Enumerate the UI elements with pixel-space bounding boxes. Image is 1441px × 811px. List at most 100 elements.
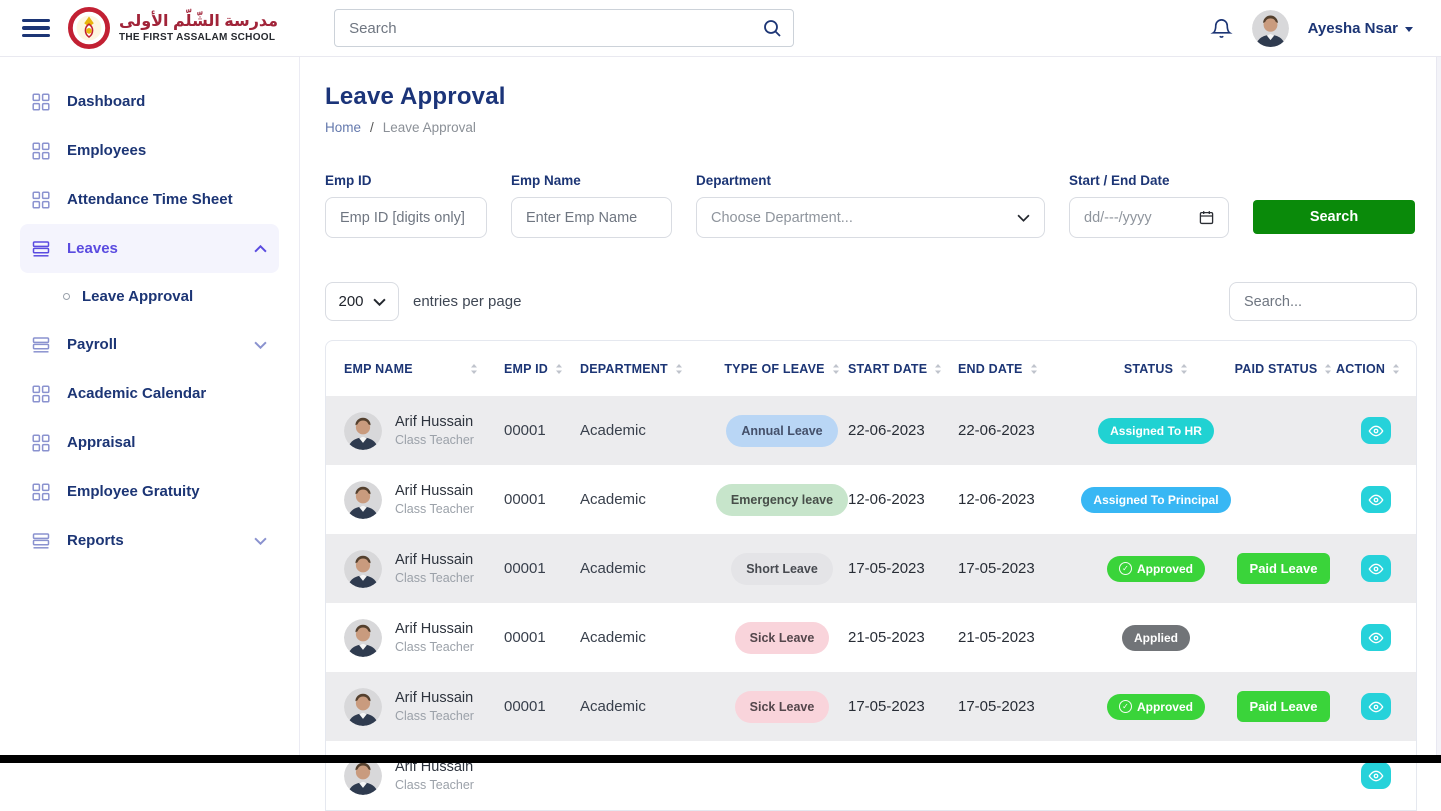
user-menu[interactable]: Ayesha Nsar [1308,20,1413,37]
view-button[interactable] [1361,417,1391,444]
employee-avatar [344,550,382,588]
status-label: Assigned To HR [1110,424,1202,438]
breadcrumb-separator: / [370,120,374,135]
view-button[interactable] [1361,555,1391,582]
entries-per-page-select[interactable]: 200 [325,282,399,321]
col-paid-status: PAID STATUS [1231,362,1336,376]
view-button[interactable] [1361,486,1391,513]
status-cell: ✓ Assigned To Principal [1081,487,1231,513]
sort-icon[interactable] [1324,363,1332,375]
paid-status-badge: Paid Leave [1237,691,1331,722]
grid-icon [32,483,50,501]
emp-id-cell: 00001 [504,698,580,715]
sort-icon[interactable] [1392,363,1400,375]
sidebar-item-label: Employee Gratuity [67,483,200,500]
sort-icon[interactable] [675,363,683,375]
employee-role: Class Teacher [395,571,474,585]
sidebar-item-label: Reports [67,532,124,549]
breadcrumb-home-link[interactable]: Home [325,120,361,135]
sidebar-item-employee-gratuity[interactable]: Employee Gratuity [20,467,279,516]
date-input[interactable]: dd/---/yyyy [1069,197,1229,238]
emp-id-cell: 00001 [504,560,580,577]
table-body: Arif Hussain Class Teacher 00001 Academi… [326,396,1416,810]
sort-icon[interactable] [934,363,942,375]
sidebar-item-attendance-time-sheet[interactable]: Attendance Time Sheet [20,175,279,224]
sort-icon[interactable] [1180,363,1188,375]
sidebar-item-dashboard[interactable]: Dashboard [20,77,279,126]
main-content: Leave Approval Home / Leave Approval Emp… [300,57,1441,763]
employee-role: Class Teacher [395,709,474,723]
leave-type-cell: Annual Leave [716,415,848,447]
view-button[interactable] [1361,762,1391,789]
action-cell [1336,417,1416,444]
school-name-english: THE FIRST ASSALAM SCHOOL [119,32,278,44]
department-cell: Academic [580,560,716,577]
global-search-input[interactable] [334,9,794,47]
sidebar-item-leave-approval[interactable]: Leave Approval [0,273,299,320]
table-search-input[interactable] [1229,282,1417,321]
scrollbar-track[interactable] [1436,57,1441,755]
emp-name-label: Emp Name [511,173,672,188]
sidebar-item-leaves[interactable]: Leaves [20,224,279,273]
search-icon[interactable] [762,18,782,38]
view-button[interactable] [1361,624,1391,651]
employee-name: Arif Hussain [395,483,474,499]
action-cell [1336,762,1416,789]
eye-icon [1368,699,1384,715]
status-badge: ✓ Approved [1107,694,1205,720]
grid-icon [32,93,50,111]
date-input-value: dd/---/yyyy [1084,210,1152,226]
employee-cell: Arif Hussain Class Teacher [344,481,504,519]
search-button[interactable]: Search [1253,200,1415,234]
chevron-down-icon [254,537,267,545]
school-logo[interactable]: مدرسة الشّلّم الأولى THE FIRST ASSALAM S… [68,7,278,49]
department-select-value: Choose Department... [711,210,853,226]
sort-icon[interactable] [832,363,840,375]
status-badge: ✓ Approved [1107,556,1205,582]
bottom-black-bar [0,755,1441,763]
breadcrumb-current: Leave Approval [383,120,476,135]
sidebar: Dashboard Employees Attendance Time Shee… [0,57,300,763]
employee-cell: Arif Hussain Class Teacher [344,412,504,450]
bell-icon[interactable] [1210,17,1233,40]
sort-icon[interactable] [470,363,478,375]
col-emp-name: EMP NAME [344,362,504,376]
status-label: Assigned To Principal [1093,493,1218,507]
hamburger-menu-icon[interactable] [22,19,50,38]
chevron-down-icon [254,341,267,349]
employee-role: Class Teacher [395,433,474,447]
user-avatar[interactable] [1252,10,1289,47]
grid-icon [32,142,50,160]
col-start-date: START DATE [848,362,958,376]
page-title: Leave Approval [325,83,1417,111]
eye-icon [1368,423,1384,439]
sort-icon[interactable] [555,363,563,375]
department-cell: Academic [580,629,716,646]
caret-down-icon [1405,27,1413,32]
col-department: DEPARTMENT [580,362,716,376]
sort-icon[interactable] [1030,363,1038,375]
sidebar-item-employees[interactable]: Employees [20,126,279,175]
employee-cell: Arif Hussain Class Teacher [344,688,504,726]
employee-name: Arif Hussain [395,690,474,706]
view-button[interactable] [1361,693,1391,720]
emp-id-cell: 00001 [504,629,580,646]
sidebar-item-label: Payroll [67,336,117,353]
leave-type-cell: Emergency leave [716,484,848,516]
sidebar-item-appraisal[interactable]: Appraisal [20,418,279,467]
sidebar-item-payroll[interactable]: Payroll [20,320,279,369]
sidebar-item-reports[interactable]: Reports [20,516,279,565]
bullet-icon [63,293,70,300]
sidebar-item-academic-calendar[interactable]: Academic Calendar [20,369,279,418]
leave-type-badge: Sick Leave [735,622,830,654]
calendar-icon[interactable] [1199,210,1214,225]
department-select[interactable]: Choose Department... [696,197,1045,238]
department-filter: Department Choose Department... [696,173,1045,238]
school-name-arabic: مدرسة الشّلّم الأولى [119,12,278,31]
employee-name: Arif Hussain [395,414,474,430]
emp-id-input[interactable] [325,197,487,238]
start-date-cell: 21-05-2023 [848,629,958,646]
global-search [334,9,794,47]
emp-name-input[interactable] [511,197,672,238]
start-date-cell: 17-05-2023 [848,560,958,577]
